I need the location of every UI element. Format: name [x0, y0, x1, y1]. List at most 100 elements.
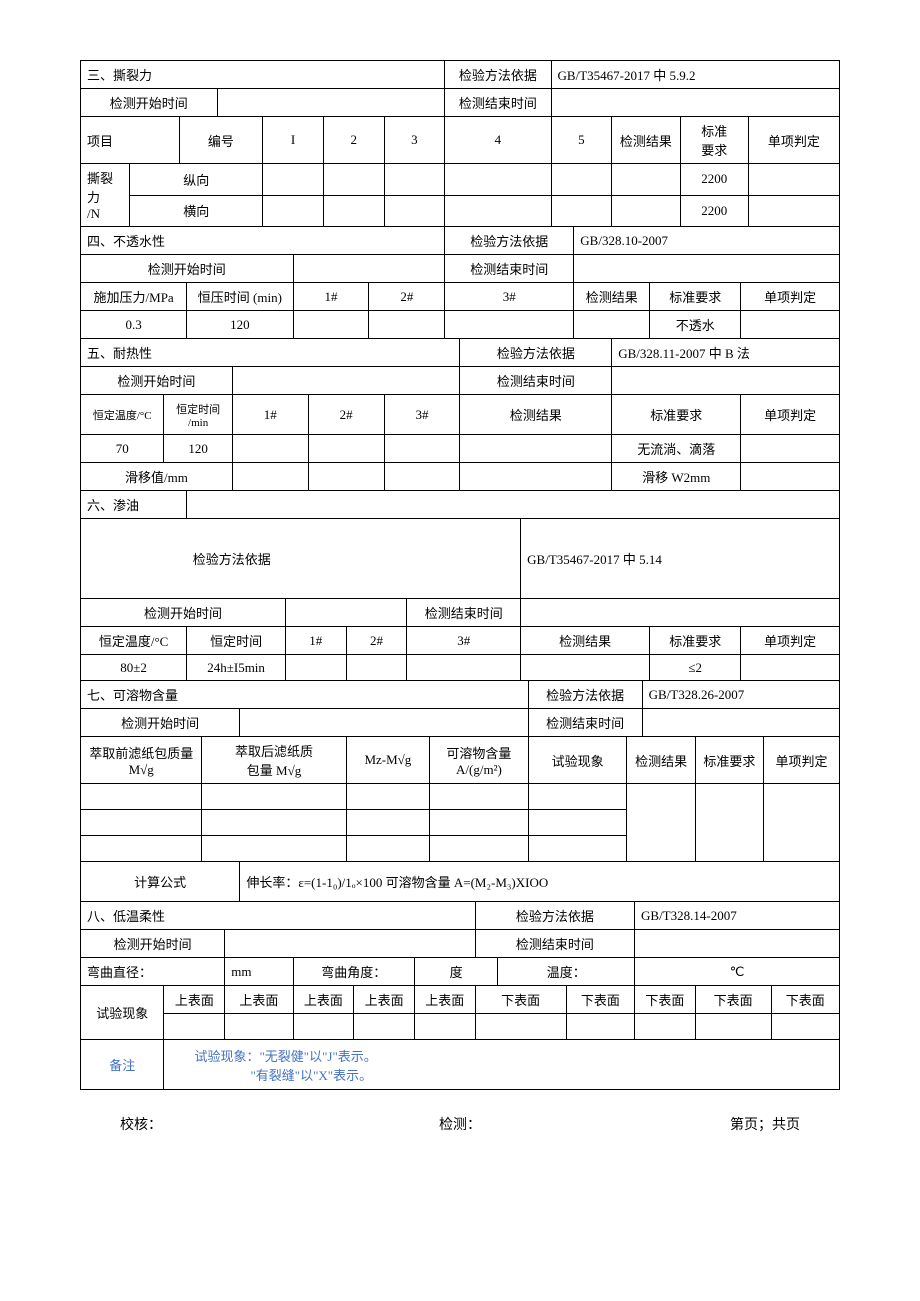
s3-proj: 项目 [81, 117, 180, 164]
s5-temp-label: 恒定温度/°C [81, 395, 164, 435]
s7-method-label: 检验方法依据 [528, 681, 642, 709]
s7-h1: 萃取前滤纸包质量 M√g [81, 737, 202, 784]
s5-time-label: 恒定时间 /min [164, 395, 232, 435]
s6-std: ≤2 [650, 655, 741, 681]
s5-temp: 70 [81, 435, 164, 463]
s7-method: GB/T328.26-2007 [642, 681, 839, 709]
s6-result-label: 检测结果 [521, 627, 650, 655]
s7-h7: 标准要求 [695, 737, 763, 784]
s4-hold-label: 恒压时间 (min) [187, 283, 293, 311]
s5-start-label: 检测开始时间 [81, 367, 233, 395]
s4-c1: 1# [293, 283, 369, 311]
s7-start-label: 检测开始时间 [81, 709, 240, 737]
s8-note-text: 试验现象："无裂健"以"J"表示。 "有裂缝"以"X"表示。 [164, 1040, 840, 1090]
s5-c3: 3# [384, 395, 460, 435]
s6-title: 六、渗油 [81, 491, 187, 519]
s7-h8: 单项判定 [764, 737, 840, 784]
s8-start-label: 检测开始时间 [81, 930, 225, 958]
s5-std1: 无流淌、滴落 [612, 435, 741, 463]
s4-title: 四、不透水性 [81, 227, 445, 255]
s8-celsius: ℃ [635, 958, 840, 986]
s8-top3: 上表面 [293, 986, 354, 1014]
section-3-table: 三、撕裂力 检验方法依据 GB/T35467-2017 中 5.9.2 检测开始… [80, 60, 840, 227]
s3-std2: 2200 [680, 195, 748, 227]
s6-method-label: 检验方法依据 [187, 519, 521, 599]
s8-end-label: 检测结束时间 [475, 930, 634, 958]
s5-std-label: 标准要求 [612, 395, 741, 435]
s6-std-label: 标准要求 [650, 627, 741, 655]
s6-c2: 2# [346, 627, 407, 655]
s4-c2: 2# [369, 283, 445, 311]
s8-bot1: 下表面 [475, 986, 566, 1014]
s4-result-label: 检测结果 [574, 283, 650, 311]
section-4-table: 四、不透水性 检验方法依据 GB/328.10-2007 检测开始时间 检测结束… [80, 226, 840, 339]
s3-col2: 2 [323, 117, 384, 164]
s7-h6: 检测结果 [627, 737, 695, 784]
s3-title: 三、撕裂力 [81, 61, 445, 89]
footer-page: 第页；共页 [573, 1114, 800, 1134]
s8-top5: 上表面 [414, 986, 475, 1014]
s8-bend-ang: 弯曲角度： [293, 958, 414, 986]
s4-method: GB/328.10-2007 [574, 227, 840, 255]
footer: 校核： 检测： 第页；共页 [80, 1114, 840, 1134]
s3-start-label: 检测开始时间 [81, 89, 218, 117]
footer-check: 校核： [120, 1114, 347, 1134]
s5-c2: 2# [308, 395, 384, 435]
s8-top1: 上表面 [164, 986, 225, 1014]
s8-method-label: 检验方法依据 [475, 902, 634, 930]
s7-title: 七、可溶物含量 [81, 681, 529, 709]
footer-test: 检测： [347, 1114, 574, 1134]
s7-formula-label: 计算公式 [81, 862, 240, 902]
s8-bot2: 下表面 [566, 986, 634, 1014]
s3-std-label: 标准 要求 [680, 117, 748, 164]
s5-slip-label: 滑移值/mm [81, 463, 233, 491]
s8-note-label: 备注 [81, 1040, 164, 1090]
s5-title: 五、耐热性 [81, 339, 460, 367]
s7-end-label: 检测结束时间 [528, 709, 642, 737]
s3-method: GB/T35467-2017 中 5.9.2 [551, 61, 839, 89]
s8-mm: mm [225, 958, 293, 986]
s5-time: 120 [164, 435, 232, 463]
s4-judge-label: 单项判定 [741, 283, 840, 311]
s3-trans: 横向 [130, 195, 263, 227]
s7-h3: Mz-M√g [346, 737, 429, 784]
s8-bot5: 下表面 [771, 986, 839, 1014]
s3-result-label: 检测结果 [612, 117, 680, 164]
s6-c1: 1# [285, 627, 346, 655]
s3-col5: 5 [551, 117, 612, 164]
s6-method: GB/T35467-2017 中 5.14 [521, 519, 840, 599]
s3-tear-label: 撕裂力 /N [81, 164, 130, 227]
s4-std: 不透水 [650, 311, 741, 339]
s8-bot3: 下表面 [635, 986, 696, 1014]
s5-c1: 1# [232, 395, 308, 435]
section-8-table: 八、低温柔性 检验方法依据 GB/T328.14-2007 检测开始时间 检测结… [80, 901, 840, 1090]
s8-phenom: 试验现象 [81, 986, 164, 1040]
s6-time-label: 恒定时间 [187, 627, 286, 655]
s3-start-val[interactable] [217, 89, 445, 117]
s7-formula: 伸长率：ε=(1-1₀)/1ₒ×100 可溶物含量 A=(M₂-M₃)XIOO [240, 862, 840, 902]
s7-h5: 试验现象 [528, 737, 627, 784]
s5-result-label: 检测结果 [460, 395, 612, 435]
section-5-table: 五、耐热性 检验方法依据 GB/328.11-2007 中 B 法 检测开始时间… [80, 338, 840, 491]
s3-method-label: 检验方法依据 [445, 61, 551, 89]
s5-slip-std: 滑移 W2mm [612, 463, 741, 491]
s3-end-label: 检测结束时间 [445, 89, 551, 117]
s4-press-label: 施加压力/MPa [81, 283, 187, 311]
s4-hold: 120 [187, 311, 293, 339]
s4-c3: 3# [445, 283, 574, 311]
s8-top2: 上表面 [225, 986, 293, 1014]
s6-c3: 3# [407, 627, 521, 655]
s6-time: 24h±I5min [187, 655, 286, 681]
section-7-table: 七、可溶物含量 检验方法依据 GB/T328.26-2007 检测开始时间 检测… [80, 680, 840, 902]
s5-method-label: 检验方法依据 [460, 339, 612, 367]
s8-deg: 度 [414, 958, 497, 986]
s4-std-label: 标准要求 [650, 283, 741, 311]
s4-press: 0.3 [81, 311, 187, 339]
s7-h2: 萃取后滤纸质 包量 M√g [202, 737, 346, 784]
s5-judge-label: 单项判定 [741, 395, 840, 435]
s3-col4: 4 [445, 117, 551, 164]
s6-start-label: 检测开始时间 [81, 599, 286, 627]
s4-start-label: 检测开始时间 [81, 255, 294, 283]
s8-method: GB/T328.14-2007 [635, 902, 840, 930]
s3-end-val[interactable] [551, 89, 839, 117]
